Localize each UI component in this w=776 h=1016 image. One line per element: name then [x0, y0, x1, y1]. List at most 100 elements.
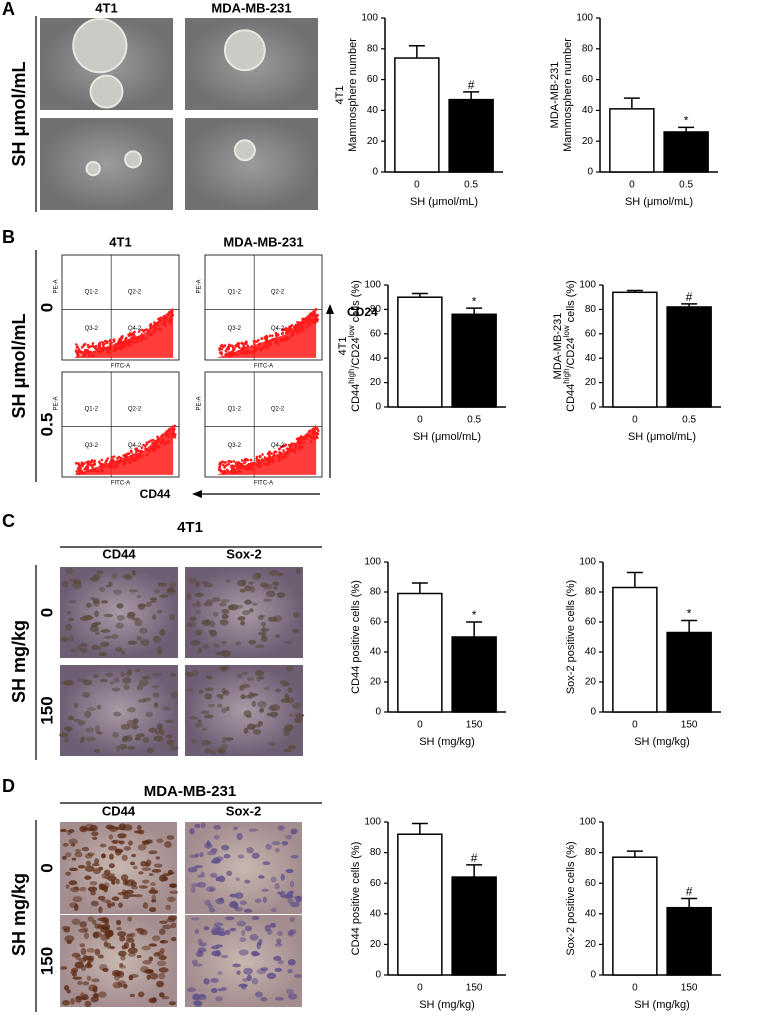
cell: [74, 961, 84, 969]
cell: [270, 908, 277, 913]
cell: [123, 846, 132, 851]
cell: [244, 599, 252, 605]
x-tick-label: 0.5: [682, 415, 696, 426]
sphere: [72, 17, 128, 74]
flow-event: [117, 455, 121, 459]
cell: [98, 651, 108, 657]
cell: [138, 829, 145, 835]
bar: [663, 131, 709, 173]
cell: [199, 993, 206, 998]
y-tick-label: 100: [364, 817, 381, 828]
cell: [128, 952, 136, 957]
cell: [292, 611, 300, 618]
cell: [229, 893, 238, 898]
cell: [126, 933, 132, 937]
cell: [277, 930, 283, 937]
cell: [246, 974, 252, 982]
cell: [260, 967, 269, 972]
cell: [118, 840, 125, 845]
flow-event: [218, 346, 222, 350]
quadrant-label: Q2-2: [128, 289, 142, 295]
cell: [89, 625, 100, 633]
flow-event: [240, 459, 244, 462]
cell: [134, 894, 143, 898]
cell: [190, 886, 196, 893]
cell: [248, 581, 254, 585]
cell: [107, 845, 118, 851]
cell: [212, 611, 219, 617]
flow-event: [153, 321, 156, 324]
cell: [262, 896, 267, 903]
cell: [82, 981, 90, 986]
quadrant-label: Q1-2: [228, 406, 242, 412]
cell: [210, 872, 218, 878]
cell: [280, 873, 285, 881]
cell: [111, 573, 118, 579]
image-tile: [185, 822, 303, 914]
cell: [68, 867, 79, 872]
cell: [94, 621, 102, 626]
flow-event: [287, 327, 290, 331]
y-axis-label: CD44 positive cells (%): [350, 842, 362, 956]
cell: [102, 926, 109, 931]
cell: [207, 903, 213, 909]
cell: [128, 974, 134, 981]
cell: [101, 873, 107, 879]
cell: [136, 594, 141, 599]
cell: [169, 883, 177, 888]
cell: [236, 833, 243, 841]
cell: [280, 698, 290, 703]
cell: [197, 938, 203, 946]
y-tick-label: 80: [370, 587, 382, 598]
cell: [94, 923, 103, 929]
cell: [131, 569, 137, 576]
cell: [195, 581, 201, 588]
flow-event: [105, 459, 108, 463]
bar: [448, 98, 494, 173]
quadrant-label: Q4-2: [128, 326, 142, 332]
cell: [87, 852, 95, 857]
flow-event: [140, 328, 144, 332]
row-label: SH μmol/mL: [9, 61, 29, 166]
flow-event: [77, 463, 81, 466]
quadrant-label: Q1-2: [228, 289, 242, 295]
cell: [218, 749, 226, 754]
y-tick-label: 40: [370, 908, 382, 919]
y-axis-label-part: low: [347, 325, 356, 337]
cell: [277, 891, 283, 895]
cell: [117, 931, 127, 937]
cell: [151, 935, 161, 942]
cell: [229, 604, 239, 611]
cell: [170, 922, 177, 929]
cell: [112, 731, 119, 738]
y-tick-label: 60: [367, 74, 379, 85]
flow-event: [246, 344, 250, 348]
flow-event: [75, 470, 79, 473]
cell: [121, 854, 128, 861]
flow-event: [290, 442, 293, 445]
cell: [187, 867, 198, 873]
cell: [146, 747, 155, 754]
flow-event: [110, 455, 114, 459]
cell: [243, 727, 249, 734]
cell: [192, 963, 203, 967]
cell: [63, 680, 74, 686]
y-tick-label: 80: [585, 304, 597, 315]
cell: [248, 639, 256, 645]
cell: [116, 614, 125, 621]
significance-mark: #: [686, 885, 693, 899]
cell: [155, 730, 160, 735]
cell: [116, 919, 121, 925]
cell: [239, 900, 248, 905]
cell: [114, 848, 124, 854]
cell: [120, 650, 126, 655]
cell: [194, 823, 201, 828]
quadrant-label: Q1-2: [85, 406, 99, 412]
flow-event: [102, 345, 105, 348]
cell: [119, 935, 126, 942]
cell: [211, 950, 221, 957]
image-tile: [40, 118, 173, 210]
arrow-label: CD24: [347, 305, 378, 319]
cell: [91, 644, 99, 650]
cell: [234, 906, 243, 912]
